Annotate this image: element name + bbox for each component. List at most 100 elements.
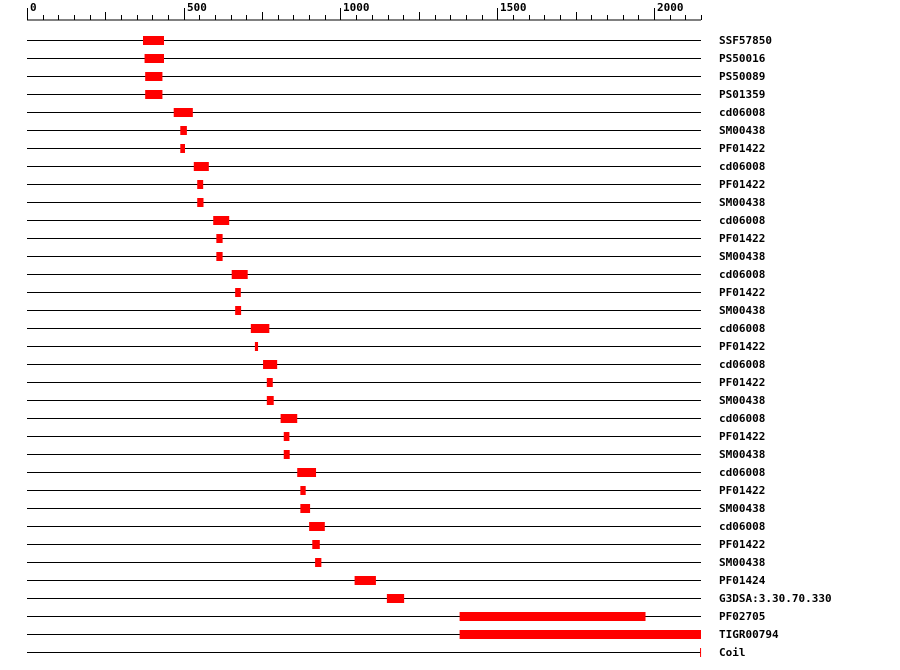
domain-row: PF01422: [27, 376, 765, 389]
domain-bar: [263, 360, 278, 369]
row-label: cd06008: [719, 466, 765, 479]
row-label: SM00438: [719, 556, 765, 569]
domain-row: SSF57850: [27, 34, 772, 47]
domain-row: PF01422: [27, 340, 765, 353]
domain-row: SM00438: [27, 394, 765, 407]
domain-row: cd06008: [27, 520, 765, 533]
position-axis: 0 500 1000 1500 2000: [27, 1, 702, 21]
domain-row: cd06008: [27, 466, 765, 479]
domain-row: SM00438: [27, 502, 765, 515]
row-label: SM00438: [719, 502, 765, 515]
domain-row: PF01422: [27, 232, 765, 245]
domain-bar: [309, 522, 325, 531]
domain-row: cd06008: [27, 322, 765, 335]
row-label: cd06008: [719, 268, 765, 281]
row-label: PF01422: [719, 142, 765, 155]
row-label: PS50016: [719, 52, 766, 65]
row-label: SM00438: [719, 124, 765, 137]
row-label: PF01424: [719, 574, 766, 587]
domain-row: cd06008: [27, 106, 765, 119]
domain-row: SM00438: [27, 556, 765, 569]
domain-bar: [315, 558, 322, 567]
row-label: cd06008: [719, 520, 765, 533]
row-label: SSF57850: [719, 34, 772, 47]
domain-row: TIGR00794: [27, 628, 779, 641]
domain-row: SM00438: [27, 250, 765, 263]
row-label: Coil: [719, 646, 746, 659]
row-label: G3DSA:3.30.70.330: [719, 592, 832, 605]
domain-bar: [235, 288, 241, 297]
domain-bar: [216, 252, 223, 261]
domain-bar: [312, 540, 320, 549]
domain-row: PF01422: [27, 178, 765, 191]
domain-bar: [459, 612, 646, 621]
domain-bar: [180, 126, 187, 135]
row-label: cd06008: [719, 160, 765, 173]
domain-row: PF01422: [27, 538, 765, 551]
domain-bar: [216, 234, 223, 243]
domain-bar: [250, 324, 270, 333]
domain-bar: [180, 144, 185, 153]
domain-bar: [297, 468, 317, 477]
row-label: PF01422: [719, 178, 765, 191]
domain-bar: [213, 216, 230, 225]
row-label: SM00438: [719, 448, 765, 461]
row-label: TIGR00794: [719, 628, 779, 641]
domain-bar: [266, 396, 274, 405]
domain-row: PF02705: [27, 610, 765, 623]
domain-row: PF01422: [27, 286, 765, 299]
row-label: PF01422: [719, 376, 765, 389]
row-label: SM00438: [719, 304, 765, 317]
domain-row: cd06008: [27, 358, 765, 371]
row-label: cd06008: [719, 106, 765, 119]
domain-bar: [197, 198, 204, 207]
domain-rows: SSF57850 PS50016 PS50089 PS01359 cd06008 SM00…: [27, 34, 832, 659]
row-label: cd06008: [719, 358, 765, 371]
domain-row: SM00438: [27, 196, 765, 209]
row-label: SM00438: [719, 394, 765, 407]
domain-row: PF01422: [27, 484, 765, 497]
domain-row: cd06008: [27, 214, 765, 227]
row-label: PF02705: [719, 610, 765, 623]
domain-bar: [300, 486, 306, 495]
domain-bar: [283, 432, 290, 441]
tick-label: 0: [30, 1, 37, 14]
domain-row: cd06008: [27, 268, 765, 281]
tick-label: 1000: [343, 1, 370, 14]
domain-bar: [283, 450, 290, 459]
row-label: SM00438: [719, 196, 765, 209]
tick-label: 2000: [657, 1, 684, 14]
domain-bar: [300, 504, 311, 513]
domain-bar: [266, 378, 273, 387]
domain-row: Coil: [27, 646, 746, 659]
row-label: PS50089: [719, 70, 765, 83]
row-label: PF01422: [719, 538, 765, 551]
domain-row: SM00438: [27, 304, 765, 317]
domain-bar: [386, 594, 405, 603]
domain-row: PS50089: [27, 70, 765, 83]
tick-label: 1500: [500, 1, 527, 14]
domain-bar: [142, 36, 164, 45]
domain-bar: [354, 576, 376, 585]
domain-bar: [254, 342, 259, 351]
domain-row: G3DSA:3.30.70.330: [27, 592, 832, 605]
domain-bar: [459, 630, 701, 639]
row-label: PF01422: [719, 484, 765, 497]
domain-row: SM00438: [27, 124, 765, 137]
domain-row: PF01422: [27, 430, 765, 443]
row-label: PS01359: [719, 88, 765, 101]
domain-row: PS01359: [27, 88, 765, 101]
domain-row: PS50016: [27, 52, 766, 65]
tick-label: 500: [187, 1, 207, 14]
domain-row: PF01424: [27, 574, 766, 587]
row-label: PF01422: [719, 232, 765, 245]
domain-bar: [173, 108, 193, 117]
domain-bar: [193, 162, 209, 171]
domain-bar: [280, 414, 298, 423]
row-label: cd06008: [719, 322, 765, 335]
domain-bar: [231, 270, 248, 279]
domain-row: PF01422: [27, 142, 765, 155]
domain-bar: [197, 180, 204, 189]
row-label: cd06008: [719, 412, 765, 425]
